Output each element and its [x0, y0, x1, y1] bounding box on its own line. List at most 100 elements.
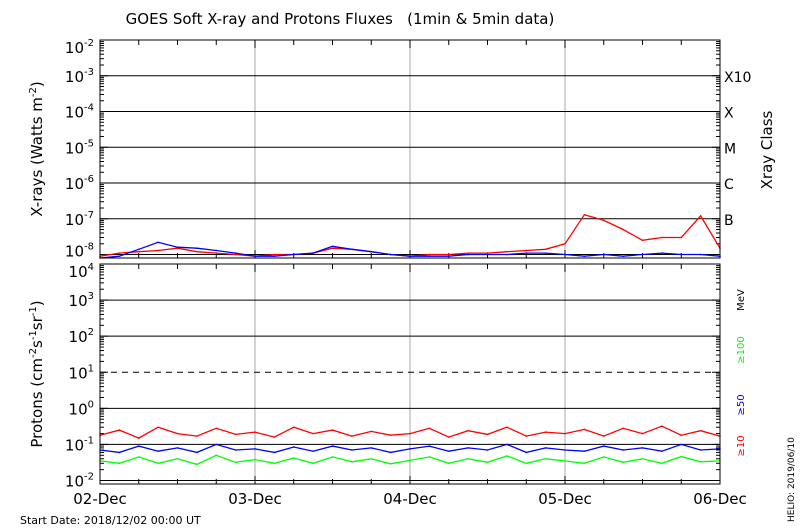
xray-class-c: C	[724, 177, 734, 193]
data-point	[254, 255, 256, 257]
y-tick-label: 10-2	[65, 38, 94, 57]
data-point	[409, 459, 411, 462]
data-point	[157, 241, 159, 244]
y-tick-label: 10-5	[65, 138, 94, 157]
data-point	[292, 253, 295, 256]
data-point	[137, 250, 140, 253]
data-point	[331, 445, 334, 447]
data-point	[118, 451, 121, 454]
data-point	[447, 436, 450, 438]
data-point	[215, 249, 218, 252]
data-point	[544, 248, 547, 251]
data-point	[564, 253, 566, 256]
data-point	[409, 432, 411, 435]
data-point	[234, 461, 237, 464]
data-point	[506, 426, 508, 429]
data-point	[641, 239, 644, 242]
y-tick-label: 10-7	[65, 210, 94, 229]
data-point	[680, 236, 683, 239]
helio-stamp: HELIO: 2019/06/10	[787, 437, 797, 522]
data-point	[447, 253, 450, 256]
data-point	[486, 253, 489, 256]
data-point	[331, 247, 334, 250]
data-point	[602, 219, 605, 222]
x-tick-label: 03-Dec	[228, 490, 282, 508]
data-point	[661, 462, 663, 465]
x-tick-label: 05-Dec	[538, 490, 592, 508]
data-point	[564, 449, 566, 451]
data-point	[157, 450, 159, 452]
data-point	[641, 457, 644, 460]
data-point	[389, 451, 392, 454]
data-point	[273, 462, 276, 465]
data-point	[254, 448, 256, 450]
data-point	[486, 449, 489, 451]
data-point	[447, 255, 450, 257]
y-tick-label: 10-1	[65, 435, 94, 454]
y-tick-label: 103	[69, 291, 94, 310]
data-point	[564, 242, 566, 245]
data-point	[544, 457, 547, 460]
data-point	[583, 462, 586, 465]
data-point	[312, 432, 314, 435]
y-tick-label: 10-3	[65, 67, 94, 86]
data-point	[292, 426, 295, 429]
data-point	[428, 253, 431, 256]
data-point	[312, 252, 314, 254]
data-point	[525, 435, 528, 437]
data-point	[622, 461, 624, 464]
xray-class-label: Xray Class	[758, 110, 776, 189]
data-point	[234, 449, 237, 451]
data-point	[409, 448, 411, 450]
data-point	[447, 450, 450, 452]
data-point	[428, 445, 431, 447]
data-point	[602, 445, 605, 447]
data-point	[622, 427, 624, 430]
data-point	[641, 447, 644, 449]
data-point	[486, 433, 489, 436]
data-point	[467, 457, 469, 460]
data-point	[273, 253, 276, 256]
y-tick-label: 10-6	[65, 174, 94, 193]
data-point	[583, 450, 586, 452]
data-point	[409, 255, 411, 257]
legend-ge100: ≥100	[736, 336, 747, 363]
x-tick-label: 06-Dec	[693, 490, 747, 508]
legend-ge50: ≥50	[736, 394, 747, 415]
data-point	[351, 435, 353, 437]
data-point	[331, 429, 334, 431]
data-point	[428, 255, 431, 257]
data-point	[699, 429, 702, 432]
data-point	[622, 228, 624, 231]
data-point	[370, 447, 373, 449]
y-tick-label: 10-8	[65, 242, 94, 261]
data-point	[196, 435, 198, 437]
data-point	[602, 456, 605, 458]
data-point	[661, 425, 663, 427]
data-point	[680, 443, 683, 446]
data-point	[525, 462, 528, 465]
legend-ge10: ≥10	[736, 435, 747, 456]
data-point	[525, 252, 528, 254]
data-point	[351, 248, 353, 251]
data-point	[215, 454, 218, 457]
data-point	[544, 447, 547, 449]
data-point	[137, 437, 140, 439]
data-point	[389, 463, 392, 465]
y-tick-label: 102	[69, 327, 94, 346]
data-point	[176, 432, 179, 435]
data-point	[157, 249, 159, 252]
data-point	[486, 461, 489, 464]
data-point	[312, 450, 314, 452]
data-point	[583, 428, 586, 431]
data-point	[389, 434, 392, 437]
data-point	[622, 449, 624, 451]
data-point	[137, 456, 140, 458]
data-point	[351, 460, 353, 463]
data-point	[525, 451, 528, 454]
xray-panel: 10-2 10-3 10-4 10-5 10-6 10-7 10-8 X10 X M C B	[65, 38, 751, 261]
data-point	[506, 443, 508, 446]
data-point	[196, 250, 198, 253]
data-point	[118, 255, 121, 257]
data-point	[467, 253, 469, 256]
